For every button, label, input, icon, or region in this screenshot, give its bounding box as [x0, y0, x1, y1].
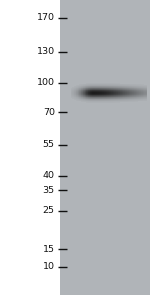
Text: 40: 40 — [43, 171, 55, 180]
Text: 10: 10 — [43, 263, 55, 271]
Text: 130: 130 — [37, 47, 55, 56]
Text: 35: 35 — [43, 186, 55, 195]
Text: 55: 55 — [43, 140, 55, 149]
Text: 25: 25 — [43, 206, 55, 215]
Text: 70: 70 — [43, 108, 55, 117]
Text: 100: 100 — [37, 78, 55, 87]
Text: 15: 15 — [43, 245, 55, 254]
Bar — [60, 0, 150, 295]
Text: 170: 170 — [37, 13, 55, 22]
